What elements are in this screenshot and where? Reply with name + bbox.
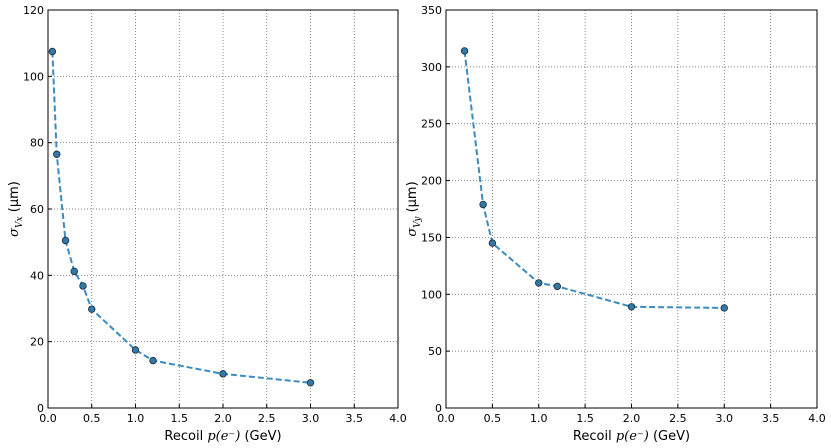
y-tick-label: 350 <box>421 4 442 17</box>
x-label-text: Recoil <box>573 429 616 444</box>
x-axis-label: Recoil p(e⁻) (GeV) <box>573 429 690 444</box>
data-point <box>460 47 469 55</box>
data-point <box>488 239 497 247</box>
y-tick-label: 300 <box>421 61 442 74</box>
subplot: 0.0 0.5 1.0 1.5 2.0 2.5 3.0 3.5 4.0 0 50 100 150 200 2… <box>405 4 826 444</box>
data-point <box>79 282 87 290</box>
axes-frame <box>47 9 399 409</box>
y-tick-label: 0 <box>37 402 44 415</box>
data-point <box>627 303 636 311</box>
x-tick-label: 3.5 <box>762 412 780 425</box>
y-tick-label: 100 <box>421 288 442 301</box>
data-point <box>61 236 70 245</box>
data-point <box>720 304 728 312</box>
y-tick-label: 40 <box>30 269 44 282</box>
y-label-subscript: Vy <box>413 216 423 228</box>
x-label-math: p(e⁻) <box>207 429 240 444</box>
data-point <box>149 356 157 365</box>
y-tick-label: 50 <box>428 345 442 358</box>
data-point <box>535 279 543 287</box>
axes-frame <box>445 9 818 409</box>
y-tick-label: 20 <box>30 336 44 349</box>
x-tick-label: 0.0 <box>437 412 455 425</box>
x-tick-label: 1.0 <box>530 412 548 425</box>
y-label-symbol: σ <box>405 227 420 237</box>
x-tick-label: 2.0 <box>214 412 232 425</box>
data-point <box>48 47 57 56</box>
x-tick-label: 0.5 <box>83 412 101 425</box>
y-tick-label: 100 <box>23 70 44 83</box>
y-tick-label: 250 <box>421 118 442 131</box>
data-point <box>219 370 227 378</box>
x-axis-label: Recoil p(e⁻) (GeV) <box>164 429 281 444</box>
x-tick-label: 1.5 <box>171 412 189 425</box>
y-tick-label: 80 <box>30 137 44 150</box>
x-tick-label: 3.0 <box>302 412 320 425</box>
x-tick-label: 2.0 <box>623 412 641 425</box>
x-tick-label: 4.0 <box>808 412 826 425</box>
y-axis-label: σVx (μm) <box>7 181 25 237</box>
data-point <box>53 150 61 158</box>
x-tick-label: 3.0 <box>716 412 734 425</box>
x-tick-label: 2.5 <box>669 412 687 425</box>
data-point <box>70 267 78 276</box>
y-tick-label: 150 <box>421 231 442 244</box>
data-line <box>463 50 725 309</box>
data-point <box>553 282 561 291</box>
x-tick-label: 0.5 <box>484 412 502 425</box>
y-label-symbol: σ <box>7 227 22 237</box>
data-point <box>131 346 140 354</box>
y-label-unit: (μm) <box>7 181 22 216</box>
x-tick-label: 1.5 <box>576 412 594 425</box>
x-tick-label: 4.0 <box>389 412 407 425</box>
x-label-unit: (GeV) <box>649 429 690 444</box>
data-point <box>479 200 487 209</box>
data-point <box>88 305 96 313</box>
x-label-math: p(e⁻) <box>616 429 649 444</box>
y-tick-label: 0 <box>435 402 442 415</box>
x-tick-label: 1.0 <box>127 412 145 425</box>
subplot: 0.0 0.5 1.0 1.5 2.0 2.5 3.0 3.5 4.0 0 20 40 60 80 100 1… <box>7 4 407 444</box>
x-label-text: Recoil <box>164 429 207 444</box>
x-tick-label: 3.5 <box>346 412 364 425</box>
x-tick-label: 0.0 <box>39 412 57 425</box>
y-tick-label: 60 <box>30 203 44 216</box>
x-label-unit: (GeV) <box>240 429 281 444</box>
data-point <box>306 379 315 387</box>
y-label-unit: (μm) <box>405 181 420 216</box>
y-label-subscript: Vx <box>15 216 25 228</box>
y-tick-label: 120 <box>23 4 44 17</box>
data-line <box>51 51 311 384</box>
y-tick-label: 200 <box>421 175 442 188</box>
y-axis-label: σVy (μm) <box>405 181 423 236</box>
x-tick-label: 2.5 <box>258 412 276 425</box>
